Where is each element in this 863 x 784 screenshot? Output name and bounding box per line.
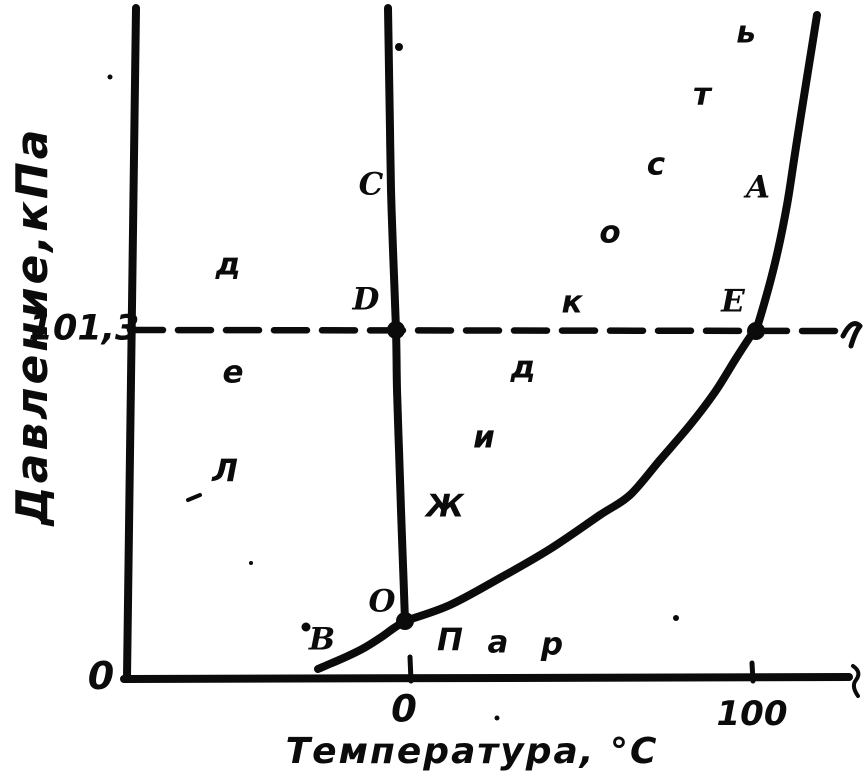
region-label-Лед-letter-1: е — [222, 354, 244, 391]
isobar-end-hook — [840, 321, 863, 349]
region-label-Жидкость-letter-4: о — [599, 214, 621, 251]
x-axis-title: Температура, °С — [285, 731, 659, 772]
melting-curve — [384, 4, 409, 625]
print-specks — [107, 43, 679, 721]
region-label-Жидкость-letter-6: т — [693, 76, 711, 113]
x-tick-0-mark — [407, 654, 414, 684]
region-label-Лед-letter-2: д — [215, 246, 241, 283]
point-label-О: О — [368, 583, 396, 620]
point-label-А: А — [745, 169, 771, 206]
x-axis-end-artifact — [851, 664, 861, 698]
point-dot-D — [387, 321, 405, 339]
region-label-Пар-letter-0: П — [437, 622, 463, 659]
point-dot-Е — [747, 322, 765, 340]
region-label-Жидкость-letter-5: с — [646, 146, 666, 183]
x-tick-0: 0 — [391, 687, 417, 731]
region-label-Жидкость-letter-0: Ж — [426, 488, 464, 525]
x-axis — [120, 673, 853, 683]
vaporization-curve — [401, 11, 821, 625]
point-dot-О — [396, 612, 414, 630]
sublimation-curve — [314, 617, 409, 673]
point-label-Е: Е — [721, 283, 745, 320]
region-label-Жидкость-letter-1: и — [473, 419, 495, 456]
y-tick-0: 0 — [87, 654, 115, 698]
region-label-Лед-letter-0: Л — [212, 453, 238, 490]
region-label-Жидкость-letter-2: д — [510, 349, 536, 386]
x-tick-100-mark — [749, 660, 756, 684]
point-label-С: С — [358, 166, 384, 203]
y-axis — [123, 4, 140, 681]
point-label-D: D — [352, 281, 380, 318]
x-tick-100: 100 — [716, 694, 788, 734]
region-label-Жидкость-letter-3: к — [561, 284, 583, 321]
region-label-Пар-letter-2: р — [540, 626, 564, 663]
region-label-Жидкость-letter-7: ь — [736, 14, 756, 51]
point-label-В: В — [308, 621, 336, 658]
phase-point-dots — [387, 321, 765, 630]
y-tick-101-3: 101,3 — [28, 308, 140, 349]
isobar-dashed-line — [126, 326, 844, 335]
region-label-Пар-letter-1: а — [487, 624, 509, 661]
